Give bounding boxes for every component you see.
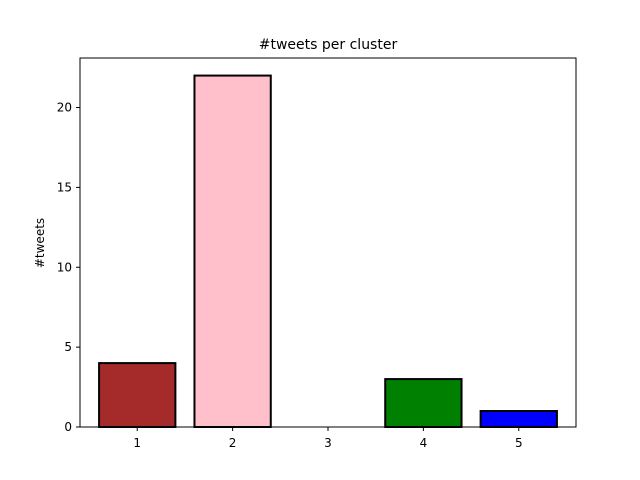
- bar-cluster-4: [384, 378, 463, 428]
- y-tick-label: 5: [64, 340, 72, 354]
- bar-cluster-1: [98, 362, 177, 428]
- y-tick-label: 0: [64, 420, 72, 434]
- x-tick-label: 3: [324, 436, 332, 450]
- y-tick-label: 10: [57, 260, 72, 274]
- y-ticks-group: 0 5 10 15 20: [57, 101, 80, 434]
- plot-frame: [79, 57, 577, 428]
- x-tick-label: 1: [133, 436, 141, 450]
- y-tick-label: 15: [57, 180, 72, 194]
- x-tick-label: 5: [515, 436, 523, 450]
- y-axis-label: #tweets: [33, 218, 47, 268]
- x-ticks-group: 1 2 3 4 5: [133, 427, 523, 450]
- x-tick-label: 2: [229, 436, 237, 450]
- bars-group: [98, 74, 558, 428]
- bar-cluster-5: [479, 410, 558, 428]
- y-tick-label: 20: [57, 101, 72, 115]
- chart-title: #tweets per cluster: [259, 37, 398, 53]
- bar-cluster-2: [193, 74, 272, 428]
- x-tick-label: 4: [420, 436, 428, 450]
